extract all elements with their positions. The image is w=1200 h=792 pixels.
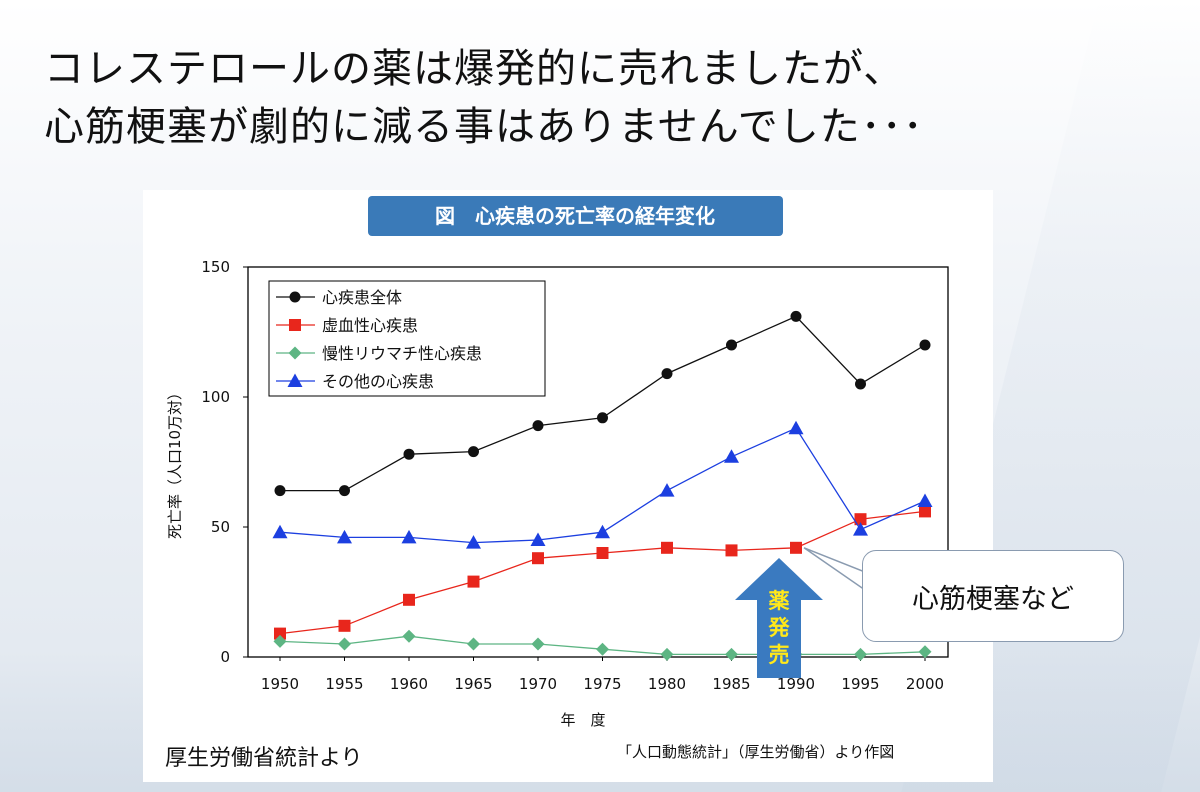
- data-point: [918, 645, 932, 659]
- data-point: [855, 378, 866, 390]
- data-point: [401, 529, 417, 544]
- data-point: [466, 535, 481, 549]
- data-point: [403, 448, 415, 460]
- line-chart: 図 心疾患の死亡率の経年変化 0 50 100 150 1950 1955 1960 1965 1…: [166, 196, 949, 729]
- y-tick-label: 0: [220, 648, 230, 666]
- data-point: [272, 524, 288, 539]
- data-point: [788, 420, 804, 435]
- data-point: [854, 513, 867, 526]
- plot-frame: [247, 266, 949, 658]
- x-tick-label: 1950: [261, 675, 299, 693]
- data-point: [917, 493, 933, 507]
- chart-title-box: [368, 196, 783, 236]
- arrow-label-char-2: 発: [768, 616, 791, 640]
- series-1: [274, 310, 931, 497]
- arrow-label-char-3: 売: [769, 643, 790, 667]
- data-point: [530, 532, 546, 546]
- legend-marker: [287, 373, 303, 387]
- x-tick-label: 1965: [454, 675, 492, 693]
- data-point: [339, 485, 350, 497]
- data-point: [596, 547, 609, 559]
- data-point: [725, 647, 738, 661]
- data-point: [726, 339, 737, 351]
- series-3: [273, 629, 932, 661]
- y-tick-label: 100: [201, 388, 230, 406]
- legend-label: その他の心疾患: [322, 372, 434, 391]
- data-point: [790, 541, 802, 554]
- data-point: [337, 529, 352, 544]
- data-point: [790, 310, 802, 322]
- data-point: [661, 541, 673, 554]
- series-4: [272, 420, 933, 549]
- source-note-right: 「人口動態統計」（厚生労働省）より作図: [617, 743, 895, 761]
- y-tick-label: 150: [201, 258, 230, 276]
- data-point: [403, 593, 415, 606]
- chart-panel: 図 心疾患の死亡率の経年変化 0 50 100 150 1950 1955 1960 1965 1…: [143, 190, 993, 782]
- data-point: [274, 627, 286, 640]
- legend-box: [268, 280, 546, 397]
- data-point: [659, 483, 675, 497]
- chart-title: 図 心疾患の死亡率の経年変化: [435, 204, 715, 228]
- callout-text: 心筋梗塞など: [912, 583, 1074, 615]
- slide-heading-line-2: 心筋梗塞が劇的に減る事はありませんでした･･･: [44, 104, 924, 150]
- x-tick-label: 1960: [390, 675, 428, 693]
- x-tick-label: 1985: [712, 675, 750, 693]
- legend-label: 慢性リウマチ性心疾患: [322, 344, 482, 363]
- x-tick-label: 1990: [777, 675, 815, 693]
- data-point: [274, 485, 286, 497]
- x-tick-label: 2000: [906, 675, 944, 693]
- y-axis-label: 死亡率（人口10万対）: [166, 385, 184, 539]
- data-point: [919, 339, 931, 351]
- data-point: [725, 544, 738, 557]
- data-point: [338, 619, 351, 632]
- x-axis-label: 年 度: [560, 711, 605, 729]
- legend-marker: [289, 319, 301, 331]
- annotation-callout: 心筋梗塞など: [862, 550, 1124, 642]
- drug-launch-arrow: 薬 発 売: [735, 558, 823, 678]
- arrow-shape: [735, 558, 823, 678]
- legend-label: 虚血性心疾患: [322, 316, 418, 335]
- data-point: [467, 637, 480, 651]
- legend-marker: [289, 291, 301, 303]
- y-tick-label: 50: [211, 518, 230, 536]
- arrow-label-char-1: 薬: [769, 589, 790, 613]
- data-point: [402, 629, 416, 643]
- slide-heading-line-1: コレステロールの薬は爆発的に売れましたが、: [44, 46, 905, 92]
- data-point: [532, 420, 544, 432]
- data-point: [338, 637, 351, 651]
- data-point: [660, 647, 674, 661]
- data-point: [853, 522, 868, 536]
- x-tick-label: 1995: [841, 675, 879, 693]
- data-point: [919, 505, 931, 518]
- source-note-left: 厚生労働省統計より: [165, 746, 363, 771]
- data-point: [273, 634, 287, 648]
- legend-label: 心疾患全体: [322, 288, 402, 307]
- data-point: [531, 637, 545, 651]
- data-point: [468, 446, 479, 458]
- data-point: [595, 524, 610, 539]
- x-tick-label: 1955: [325, 675, 363, 693]
- data-point: [532, 552, 544, 565]
- data-point: [467, 575, 480, 588]
- x-tick-label: 1975: [583, 675, 621, 693]
- x-tick-label: 1980: [648, 675, 686, 693]
- data-point: [854, 647, 867, 661]
- data-point: [597, 412, 608, 424]
- data-point: [724, 449, 739, 463]
- series-2: [274, 505, 931, 640]
- slide-heading: コレステロールの薬は爆発的に売れましたが、 心筋梗塞が劇的に減る事はありませんで…: [44, 40, 924, 156]
- x-tick-label: 1970: [519, 675, 557, 693]
- legend-marker: [288, 346, 302, 360]
- data-point: [596, 642, 609, 656]
- data-point: [661, 368, 673, 380]
